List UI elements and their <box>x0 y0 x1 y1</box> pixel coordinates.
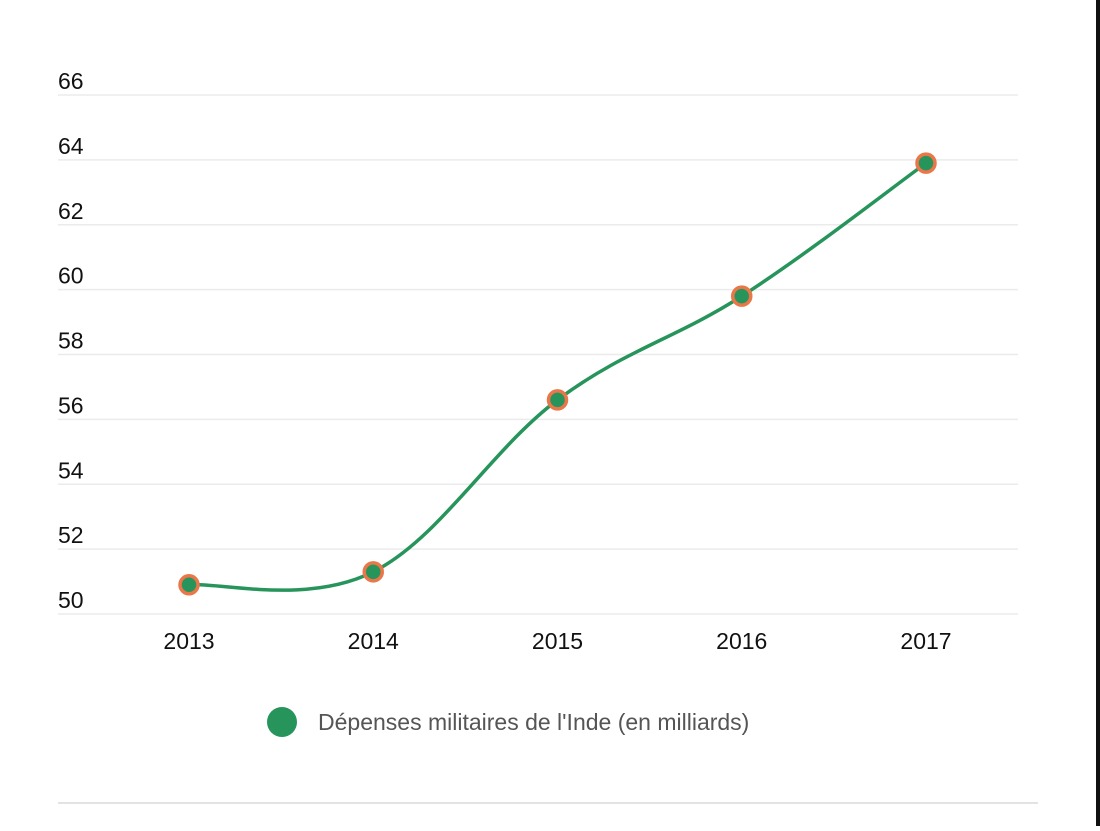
data-point-2015[interactable] <box>546 389 569 411</box>
legend[interactable]: Dépenses militaires de l'Inde (en millia… <box>267 707 749 737</box>
data-point-2014[interactable] <box>362 561 384 583</box>
y-tick-label: 62 <box>58 198 84 224</box>
bottom-divider <box>58 802 1038 804</box>
x-tick-label: 2016 <box>716 628 767 654</box>
gridlines <box>58 94 1018 615</box>
legend-label: Dépenses militaires de l'Inde (en millia… <box>318 709 749 735</box>
x-tick-label: 2017 <box>900 628 951 654</box>
y-tick-label: 56 <box>58 392 84 418</box>
data-point-2017[interactable] <box>915 152 937 174</box>
data-points <box>178 152 937 596</box>
y-tick-label: 64 <box>58 133 84 159</box>
series-line <box>187 161 928 592</box>
y-tick-label: 66 <box>58 68 84 94</box>
data-point-2016[interactable] <box>731 285 753 307</box>
y-tick-label: 52 <box>58 522 84 548</box>
y-tick-label: 54 <box>58 457 84 483</box>
data-point-2013[interactable] <box>178 574 200 596</box>
x-axis-ticks: 2013 2014 2015 2016 2017 <box>163 628 951 654</box>
x-tick-label: 2015 <box>532 628 583 654</box>
y-tick-label: 50 <box>58 587 84 613</box>
y-tick-label: 60 <box>58 263 84 289</box>
right-border <box>1096 0 1100 826</box>
y-tick-label: 58 <box>58 328 84 354</box>
x-tick-label: 2014 <box>348 628 399 654</box>
x-tick-label: 2013 <box>163 628 214 654</box>
legend-swatch <box>267 707 297 737</box>
y-axis-ticks: 50 52 54 56 58 60 62 64 66 <box>58 68 84 613</box>
